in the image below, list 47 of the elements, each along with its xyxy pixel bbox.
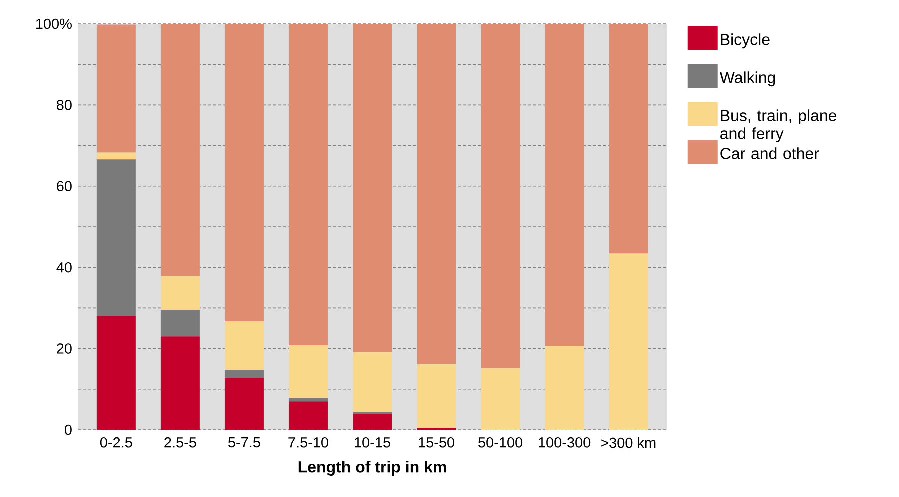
bar	[96, 316, 136, 430]
legend-label: Car and other	[720, 148, 820, 160]
x-tick-label: 5-7.5	[228, 438, 260, 448]
bar	[353, 414, 392, 430]
bar	[417, 24, 456, 365]
bar	[160, 24, 200, 276]
bar	[224, 370, 264, 378]
x-tick-label: 10-15	[355, 438, 390, 448]
bar	[96, 24, 136, 153]
x-tick-label: 0-2.5	[100, 438, 132, 448]
bar	[609, 254, 648, 430]
bar	[160, 336, 200, 430]
bar	[96, 152, 136, 160]
bar	[224, 24, 264, 322]
x-tick-label: 2.5-5	[164, 438, 196, 448]
bar	[609, 24, 648, 254]
bar	[288, 402, 328, 430]
x-axis-title: Length of trip in km	[298, 461, 446, 476]
bar	[353, 24, 392, 352]
x-tick-label: 15-50	[419, 438, 454, 448]
legend-label: Walking	[720, 72, 776, 87]
bar	[224, 322, 264, 370]
x-tick-label: >300 km	[601, 438, 656, 448]
bar	[160, 310, 200, 337]
bar	[545, 346, 584, 430]
y-tick-label: 20	[57, 344, 72, 354]
bar	[417, 364, 456, 428]
y-tick-label: 60	[57, 181, 72, 192]
bar	[481, 368, 520, 430]
bar	[224, 378, 264, 430]
bar	[288, 346, 328, 398]
bar	[288, 24, 328, 346]
y-tick-label: 0	[64, 424, 72, 436]
bar	[160, 276, 200, 310]
x-tick-label: 50-100	[478, 438, 523, 448]
bar	[288, 398, 328, 402]
legend-label: Bus, train, plane and ferry	[720, 110, 837, 143]
bar	[96, 160, 136, 316]
bar	[353, 352, 392, 412]
y-tick-label: 40	[56, 262, 72, 273]
x-tick-label: 7.5-10	[288, 438, 328, 448]
legend-label: Bicycle	[721, 34, 770, 49]
y-tick-label: 80	[56, 100, 72, 110]
bar	[545, 24, 584, 346]
bar	[481, 24, 520, 368]
x-tick-label: 100-300	[539, 438, 591, 448]
y-tick-label: 100%	[36, 18, 72, 30]
